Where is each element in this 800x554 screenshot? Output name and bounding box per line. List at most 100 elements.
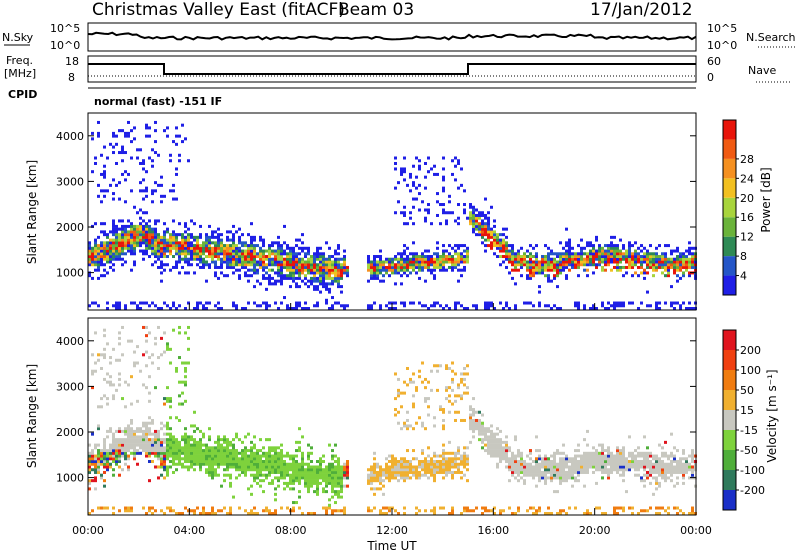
heatmap-cell xyxy=(112,219,115,223)
heatmap-cell xyxy=(544,462,547,466)
heatmap-cell xyxy=(112,397,115,401)
heatmap-cell xyxy=(685,255,688,259)
heatmap-cell xyxy=(388,460,391,464)
heatmap-cell xyxy=(271,465,274,469)
heatmap-cell xyxy=(496,443,499,447)
heatmap-cell xyxy=(160,443,163,447)
heatmap-cell xyxy=(619,460,622,464)
heatmap-cell xyxy=(145,454,148,458)
heatmap-cell xyxy=(481,219,484,223)
heatmap-cell xyxy=(412,263,415,267)
heatmap-cell xyxy=(388,506,391,510)
heatmap-cell xyxy=(457,159,460,163)
heatmap-cell xyxy=(679,263,682,267)
heatmap-cell xyxy=(148,126,151,130)
heatmap-cell xyxy=(691,457,694,461)
heatmap-cell xyxy=(130,375,133,379)
heatmap-cell xyxy=(97,134,100,138)
heatmap-cell xyxy=(451,462,454,466)
heatmap-cell xyxy=(133,205,136,209)
heatmap-cell xyxy=(460,252,463,256)
heatmap-cell xyxy=(247,512,250,515)
heatmap-cell xyxy=(268,255,271,259)
heatmap-cell xyxy=(154,451,157,455)
heatmap-cell xyxy=(226,263,229,267)
heatmap-cell xyxy=(301,307,304,310)
heatmap-cell xyxy=(133,301,136,305)
heatmap-cell xyxy=(424,386,427,390)
heatmap-cell xyxy=(325,260,328,264)
heatmap-cell xyxy=(688,257,691,261)
heatmap-cell xyxy=(451,473,454,477)
heatmap-cell xyxy=(142,224,145,228)
heatmap-cell xyxy=(151,244,154,248)
heatmap-cell xyxy=(367,255,370,259)
heatmap-cell xyxy=(673,468,676,472)
heatmap-cell xyxy=(214,255,217,259)
heatmap-cell xyxy=(136,148,139,152)
heatmap-cell xyxy=(157,233,160,237)
heatmap-cell xyxy=(154,230,157,234)
heatmap-cell xyxy=(241,451,244,455)
heatmap-cell xyxy=(286,260,289,264)
heatmap-cell xyxy=(97,194,100,198)
heatmap-cell xyxy=(508,257,511,261)
heatmap-cell xyxy=(115,241,118,245)
heatmap-cell xyxy=(268,263,271,267)
heatmap-cell xyxy=(211,449,214,453)
heatmap-cell xyxy=(265,287,268,291)
heatmap-cell xyxy=(247,432,250,436)
heatmap-cell xyxy=(217,255,220,259)
heatmap-cell xyxy=(442,265,445,269)
heatmap-cell xyxy=(310,446,313,450)
heatmap-cell xyxy=(304,470,307,474)
heatmap-cell xyxy=(691,470,694,474)
heatmap-cell xyxy=(463,268,466,272)
heatmap-cell xyxy=(517,506,520,510)
heatmap-cell xyxy=(145,123,148,127)
heatmap-cell xyxy=(646,257,649,261)
heatmap-cell xyxy=(583,465,586,469)
heatmap-cell xyxy=(454,263,457,267)
heatmap-cell xyxy=(589,465,592,469)
heatmap-cell xyxy=(169,460,172,464)
heatmap-cell xyxy=(292,279,295,283)
heatmap-cell xyxy=(88,468,91,472)
heatmap-cell xyxy=(607,454,610,458)
freq-frame xyxy=(87,55,697,83)
heatmap-cell xyxy=(493,241,496,245)
heatmap-cell xyxy=(304,276,307,280)
heatmap-cell xyxy=(616,260,619,264)
heatmap-cell xyxy=(556,285,559,289)
heatmap-cell xyxy=(175,369,178,373)
heatmap-cell xyxy=(562,263,565,267)
heatmap-cell xyxy=(511,260,514,264)
heatmap-cell xyxy=(541,460,544,464)
heatmap-cell xyxy=(121,446,124,450)
heatmap-cell xyxy=(334,490,337,494)
heatmap-cell xyxy=(175,249,178,253)
heatmap-cell xyxy=(517,470,520,474)
heatmap-cell xyxy=(169,440,172,444)
heatmap-cell xyxy=(259,235,262,239)
heatmap-cell xyxy=(184,369,187,373)
heatmap-cell xyxy=(121,241,124,245)
heatmap-cell xyxy=(127,383,130,387)
heatmap-cell xyxy=(118,336,121,340)
heatmap-cell xyxy=(337,285,340,289)
heatmap-cell xyxy=(154,233,157,237)
heatmap-cell xyxy=(565,263,568,267)
heatmap-cell xyxy=(313,490,316,494)
heatmap-cell xyxy=(187,233,190,237)
heatmap-cell xyxy=(670,249,673,253)
heatmap-cell xyxy=(112,151,115,155)
heatmap-cell xyxy=(253,263,256,267)
heatmap-cell xyxy=(601,304,604,308)
heatmap-cell xyxy=(415,506,418,510)
heatmap-cell xyxy=(103,484,106,488)
heatmap-cell xyxy=(463,383,466,387)
heatmap-cell xyxy=(256,449,259,453)
heatmap-cell xyxy=(280,249,283,253)
heatmap-cell xyxy=(310,260,313,264)
heatmap-cell xyxy=(457,260,460,264)
